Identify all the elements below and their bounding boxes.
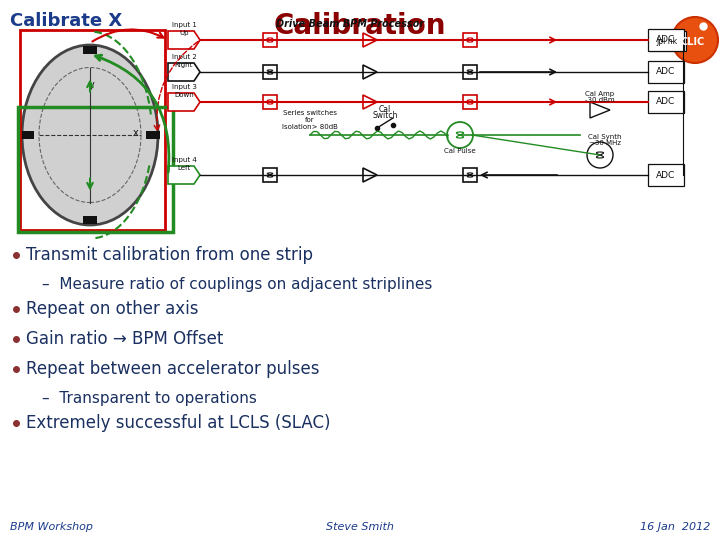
Polygon shape	[363, 65, 377, 79]
Text: -30 dBm: -30 dBm	[585, 97, 615, 103]
FancyBboxPatch shape	[83, 216, 97, 224]
FancyBboxPatch shape	[263, 33, 277, 47]
Text: Cal Amp: Cal Amp	[585, 91, 615, 97]
Text: Input 3: Input 3	[171, 84, 197, 90]
Text: Cal: Cal	[379, 105, 391, 114]
Text: Input 2: Input 2	[171, 54, 197, 60]
Polygon shape	[168, 93, 200, 111]
Text: Calibration: Calibration	[274, 12, 446, 40]
FancyBboxPatch shape	[463, 65, 477, 79]
Polygon shape	[363, 33, 377, 47]
Text: Left: Left	[177, 165, 191, 171]
Text: Drive Beam BPM Processor: Drive Beam BPM Processor	[276, 19, 424, 29]
Text: Steve Smith: Steve Smith	[326, 522, 394, 532]
Polygon shape	[590, 102, 610, 118]
FancyBboxPatch shape	[83, 46, 97, 54]
Text: ADC: ADC	[657, 36, 675, 44]
Text: y: y	[89, 80, 95, 90]
FancyBboxPatch shape	[463, 168, 477, 182]
Text: Series switches
for
Isolation> 80dB: Series switches for Isolation> 80dB	[282, 110, 338, 130]
FancyBboxPatch shape	[20, 131, 34, 139]
Text: –  Measure ratio of couplings on adjacent striplines: – Measure ratio of couplings on adjacent…	[42, 278, 433, 293]
FancyBboxPatch shape	[263, 95, 277, 109]
Text: Jpl nk: Jpl nk	[657, 37, 678, 45]
Text: BPM Workshop: BPM Workshop	[10, 522, 93, 532]
Text: Down: Down	[174, 92, 194, 98]
Text: Input 4: Input 4	[171, 157, 197, 163]
FancyBboxPatch shape	[648, 29, 684, 51]
Text: Input 1: Input 1	[171, 22, 197, 28]
Circle shape	[672, 17, 718, 63]
FancyBboxPatch shape	[648, 61, 684, 83]
FancyBboxPatch shape	[463, 95, 477, 109]
Text: Up: Up	[179, 30, 189, 36]
Text: Switch: Switch	[372, 111, 397, 120]
FancyBboxPatch shape	[648, 91, 684, 113]
Text: 16 Jan  2012: 16 Jan 2012	[639, 522, 710, 532]
Ellipse shape	[22, 45, 158, 225]
FancyBboxPatch shape	[649, 31, 686, 51]
Polygon shape	[168, 31, 200, 49]
FancyBboxPatch shape	[146, 131, 160, 139]
Polygon shape	[363, 168, 377, 182]
Text: Cal Pulse: Cal Pulse	[444, 148, 476, 154]
Text: Calibrate X: Calibrate X	[10, 12, 122, 30]
FancyBboxPatch shape	[263, 168, 277, 182]
Text: ADC: ADC	[657, 98, 675, 106]
Text: Cal Synth: Cal Synth	[588, 134, 622, 140]
Polygon shape	[168, 166, 200, 184]
Text: Transmit calibration from one strip: Transmit calibration from one strip	[26, 246, 313, 264]
Text: Repeat on other axis: Repeat on other axis	[26, 300, 199, 318]
Text: –  Transparent to operations: – Transparent to operations	[42, 392, 257, 407]
FancyBboxPatch shape	[263, 65, 277, 79]
Text: Extremely successful at LCLS (SLAC): Extremely successful at LCLS (SLAC)	[26, 414, 330, 432]
FancyBboxPatch shape	[648, 164, 684, 186]
Polygon shape	[363, 95, 377, 109]
Text: x: x	[133, 128, 139, 138]
Text: Right: Right	[175, 62, 193, 68]
Text: Gain ratio → BPM Offset: Gain ratio → BPM Offset	[26, 330, 223, 348]
FancyBboxPatch shape	[463, 33, 477, 47]
Text: Repeat between accelerator pulses: Repeat between accelerator pulses	[26, 360, 320, 378]
Text: ~30 MHz: ~30 MHz	[589, 140, 621, 146]
Text: ADC: ADC	[657, 68, 675, 77]
Text: CLIC: CLIC	[681, 37, 705, 47]
Text: ADC: ADC	[657, 171, 675, 179]
Polygon shape	[168, 63, 200, 81]
